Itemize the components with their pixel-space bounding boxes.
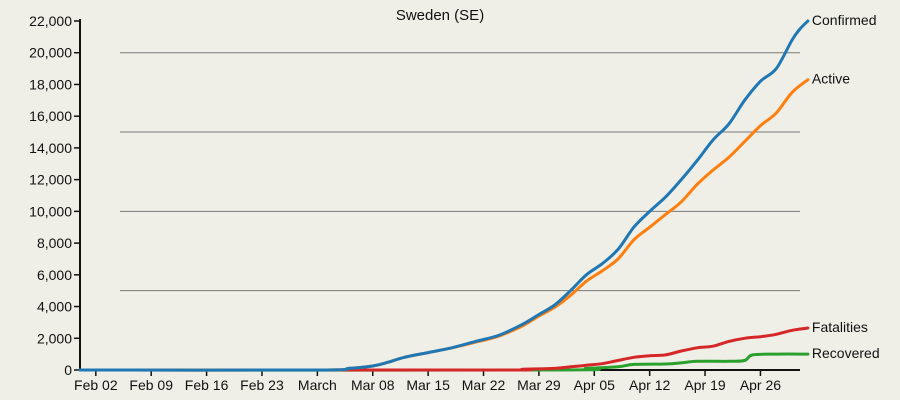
x-tick-label: Apr 19 [684,377,725,393]
series-label-active: Active [812,71,850,87]
y-tick-label: 10,000 [29,203,72,219]
y-tick-label: 0 [64,362,72,378]
chart-title: Sweden (SE) [396,7,484,24]
y-tick-label: 14,000 [29,140,72,156]
x-tick-label: Mar 15 [406,377,450,393]
series-line-recovered [78,352,810,372]
y-tick-label: 16,000 [29,108,72,124]
series-label-recovered: Recovered [812,345,880,361]
x-tick-label: Mar 08 [351,377,395,393]
x-tick-label: Feb 09 [129,377,173,393]
series-line-fatalities [78,326,810,372]
gridlines [120,52,800,292]
series-lines [78,19,810,372]
x-axis-ticks: Feb 02 Feb 09 Feb 16 Feb 23 March Mar 08 Mar 1… [74,370,781,393]
y-tick-label: 8,000 [37,235,72,251]
x-tick-label: Apr 05 [574,377,615,393]
y-tick-label: 20,000 [29,45,72,61]
x-tick-label: Mar 29 [517,377,561,393]
y-tick-label: 12,000 [29,172,72,188]
y-axis-ticks: 0 2,000 4,000 6,000 8,000 10,000 12,000 14,000 1… [29,13,80,378]
y-tick-label: 18,000 [29,76,72,92]
x-tick-label: Feb 16 [185,377,229,393]
axes [79,19,800,371]
x-tick-label: Apr 12 [629,377,670,393]
x-tick-label: Mar 22 [462,377,506,393]
x-tick-label: Feb 23 [240,377,284,393]
series-label-fatalities: Fatalities [812,319,868,335]
x-tick-label: Apr 26 [740,377,781,393]
y-tick-label: 6,000 [37,267,72,283]
x-tick-label: Feb 02 [74,377,118,393]
y-tick-label: 2,000 [37,330,72,346]
y-tick-label: 4,000 [37,299,72,315]
y-tick-label: 22,000 [29,13,72,29]
series-line-confirmed [78,19,810,372]
series-label-confirmed: Confirmed [812,12,877,28]
series-line-active [78,78,810,372]
series-labels: Confirmed Active Fatalities Recovered [812,12,880,361]
x-tick-label: March [298,377,337,393]
